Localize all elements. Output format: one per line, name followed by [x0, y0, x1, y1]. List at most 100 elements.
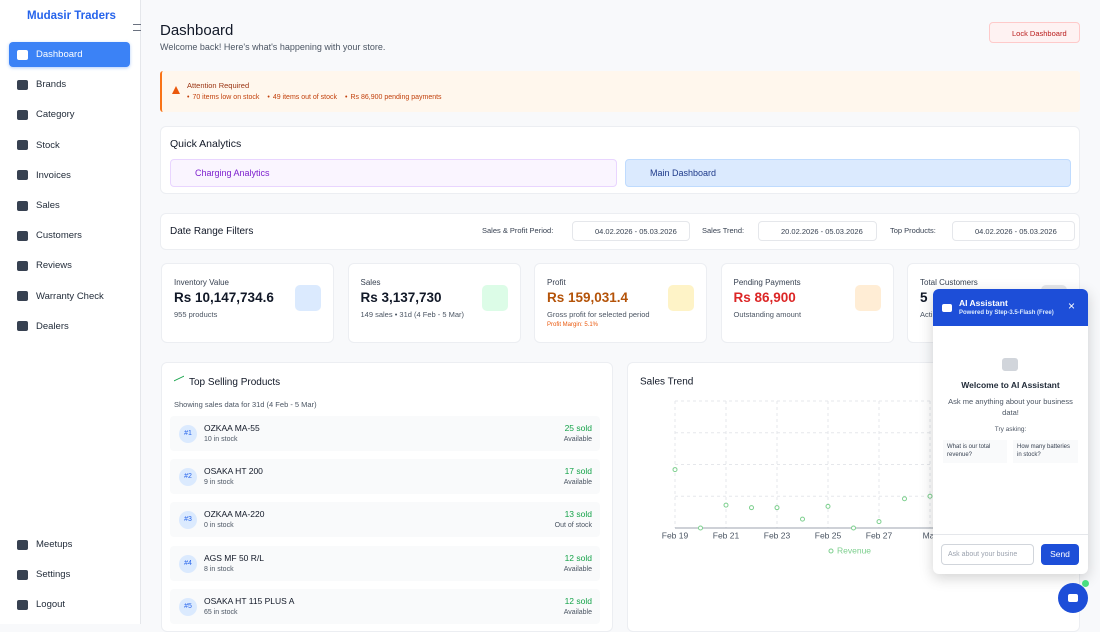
nav-item[interactable]: Category [9, 102, 130, 127]
stat-note: 955 products [174, 310, 218, 319]
collapse-icon[interactable] [133, 24, 141, 31]
nav-icon [17, 569, 28, 580]
filter-label: Sales Trend: [702, 226, 745, 235]
bot-icon [1068, 594, 1078, 602]
date-range[interactable]: 04.02.2026 - 05.03.2026 [952, 221, 1075, 241]
rank: #1 [179, 425, 197, 443]
legend-marker [828, 548, 834, 554]
product-row[interactable]: #5 OSAKA HT 115 PLUS A 65 in stock 12 sold A… [170, 588, 600, 624]
stat-value: Rs 3,137,730 [360, 290, 442, 305]
stat-value: Rs 10,147,734.6 [174, 290, 274, 305]
status: Available [563, 565, 592, 573]
product-name: OSAKA HT 200 [204, 466, 263, 477]
point [672, 467, 678, 473]
product-stock: 10 in stock [204, 436, 238, 443]
suggestion[interactable]: How many batteries in stock? [1013, 440, 1078, 463]
date-range[interactable]: 20.02.2026 - 05.03.2026 [758, 221, 877, 241]
page-subtitle: Welcome back! Here's what's happening wi… [160, 42, 386, 52]
sold: 17 sold [564, 466, 592, 477]
point [698, 525, 703, 531]
nav-icon [17, 79, 28, 90]
stat-label: Total Customers [920, 278, 978, 287]
section-title: Date Range Filters [170, 226, 254, 237]
charging-analytics-button[interactable]: Charging Analytics [170, 159, 617, 187]
nav-label: Dealers [36, 320, 69, 332]
stat-label: Inventory Value [174, 278, 229, 287]
nav-label: Dashboard [36, 49, 83, 60]
alert-text: Rs 86,900 pending payments [350, 94, 442, 101]
nav-item[interactable]: Settings [9, 562, 130, 587]
rank: #4 [179, 554, 197, 573]
quick-analytics: Quick Analytics Charging Analytics Main … [160, 126, 1080, 194]
product-stock: 65 in stock [204, 608, 238, 616]
nav-item[interactable]: Sales [9, 193, 130, 218]
status: Available [563, 436, 592, 443]
stat-value: 5 [920, 290, 928, 305]
alert-item: • Rs 86,900 pending payments [345, 94, 442, 101]
nav-label: Settings [36, 569, 71, 580]
stat-note: Outstanding amount [733, 310, 802, 319]
stat-value: Rs 86,900 [733, 290, 796, 305]
stat-label: Profit [547, 278, 566, 287]
product-name: OSAKA HT 115 PLUS A [204, 595, 295, 606]
main-dashboard-button[interactable]: Main Dashboard [625, 159, 1071, 187]
stat-extra: Profit Margin: 5.1% [547, 322, 599, 328]
nav-item[interactable]: Stock [9, 133, 130, 158]
suggestion[interactable]: What is our total revenue? [943, 440, 1007, 463]
alert-icon [172, 86, 180, 94]
nav-label: Reviews [36, 260, 72, 272]
stat-value: Rs 159,031.4 [547, 290, 629, 305]
point [749, 505, 754, 511]
sold: 12 sold [564, 595, 592, 606]
nav-label: Sales [36, 200, 60, 211]
nav-item[interactable]: Meetups [9, 532, 130, 557]
bullet: • [187, 94, 190, 101]
product-name: OZKAA MA-55 [204, 423, 260, 433]
sidebar: Mudasir Traders Dashboard Brands Category S… [0, 0, 141, 624]
close-button[interactable]: × [1068, 299, 1076, 313]
stat-card: Pending Payments Rs 86,900 Outstanding amo… [720, 263, 894, 343]
nav-item[interactable]: Warranty Check [9, 284, 130, 309]
filter-label: Top Products: [890, 226, 936, 235]
nav-label: Meetups [36, 539, 73, 550]
rank: #2 [179, 468, 197, 487]
product-row[interactable]: #1 OZKAA MA-55 10 in stock 25 sold Available [170, 416, 600, 451]
product-row[interactable]: #4 AGS MF 50 R/L 8 in stock 12 sold Availabl… [170, 545, 600, 581]
lock-button[interactable]: Lock Dashboard [989, 22, 1080, 43]
stat-icon [295, 285, 321, 311]
date-range[interactable]: 04.02.2026 - 05.03.2026 [572, 221, 690, 241]
nav-item[interactable]: Reviews [9, 253, 130, 278]
point [851, 525, 856, 531]
nav-item[interactable]: Dashboard [9, 42, 130, 67]
rank: #5 [179, 597, 197, 616]
point [774, 505, 780, 511]
brand: Mudasir Traders [27, 10, 116, 22]
stat-card: Sales Rs 3,137,730 149 sales • 31d (4 Feb … [347, 263, 521, 343]
send-button[interactable]: Send [1041, 544, 1079, 565]
divider [933, 534, 1088, 535]
product-row[interactable]: #2 OSAKA HT 200 9 in stock 17 sold Available [170, 459, 600, 495]
ai-title: AI Assistant [959, 298, 1008, 308]
product-row[interactable]: #3 OZKAA MA-220 0 in stock 13 sold Out of st… [170, 502, 600, 538]
nav-item[interactable]: Dealers [9, 314, 130, 339]
nav-item[interactable]: Customers [9, 223, 130, 248]
nav-icon [17, 599, 28, 610]
alert-text: 70 items low on stock [192, 94, 260, 101]
nav-icon [17, 109, 28, 120]
nav-icon [17, 260, 28, 271]
bullet: • [267, 94, 270, 101]
bullet: • [345, 94, 348, 101]
chat-input[interactable]: Ask about your busine [941, 544, 1034, 565]
status: Out of stock [554, 522, 592, 530]
sold: 25 sold [564, 423, 592, 433]
nav-item[interactable]: Brands [9, 72, 130, 97]
nav-label: Customers [36, 230, 82, 242]
nav-item[interactable]: Invoices [9, 163, 130, 188]
nav-item[interactable]: Logout [9, 592, 130, 617]
ai-toggle[interactable] [1058, 580, 1089, 613]
nav-icon [17, 321, 28, 332]
nav-label: Invoices [36, 169, 71, 181]
nav-icon [17, 140, 28, 151]
ai-panel: AI Assistant Powered by Step-3.5-Flash (… [933, 289, 1088, 574]
status: Available [563, 479, 592, 487]
